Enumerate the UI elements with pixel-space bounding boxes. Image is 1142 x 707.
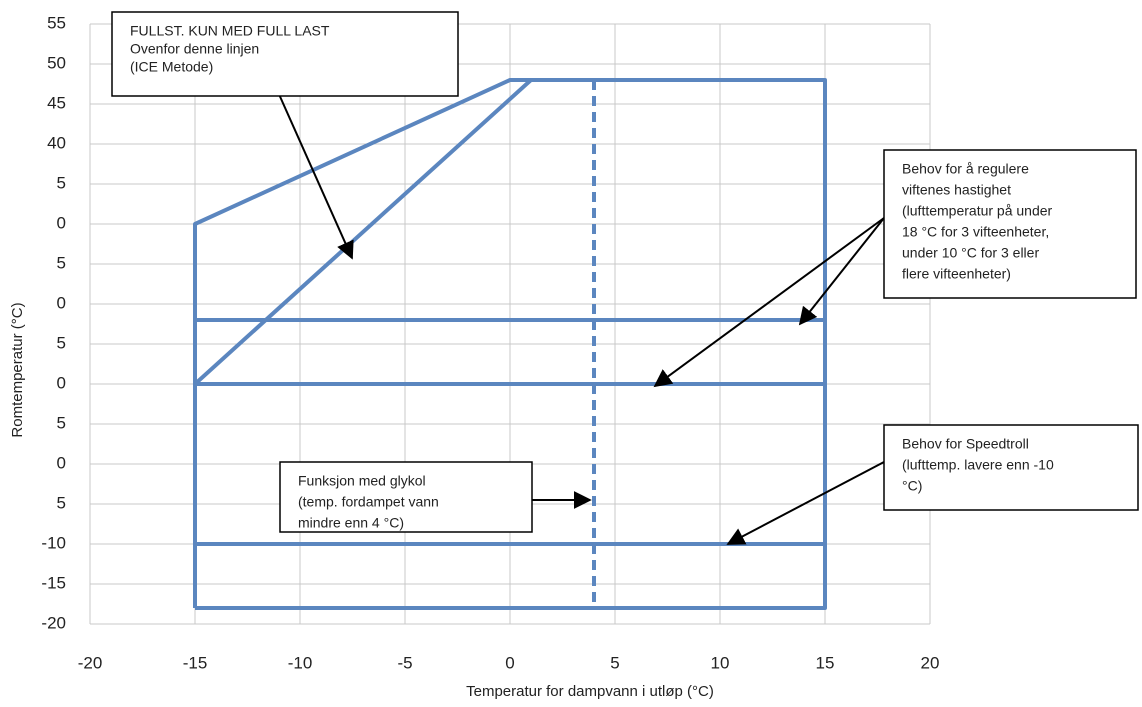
y-tick-label: 5	[57, 173, 66, 192]
x-tick-label: 5	[610, 653, 619, 672]
y-tick-label: 0	[57, 213, 66, 232]
annotation-box	[111, 11, 459, 97]
annotation-arrows	[277, 91, 885, 545]
annotation-text: Ovenfor denne linjen	[130, 41, 259, 57]
y-tick-label: 45	[47, 93, 66, 112]
annotation-text: Funksjon med glykol	[298, 473, 426, 489]
x-tick-label: -15	[183, 653, 208, 672]
y-tick-label: 55	[47, 13, 66, 32]
x-axis-label: Temperatur for dampvann i utløp (°C)	[466, 683, 714, 700]
y-tick-label: 0	[57, 293, 66, 312]
x-tick-label: -20	[78, 653, 103, 672]
annotation-text: (lufttemperatur på under	[902, 203, 1053, 219]
line	[193, 78, 533, 386]
annotation-text: Behov for Speedtroll	[902, 436, 1029, 452]
y-tick-label: 5	[57, 493, 66, 512]
annotation-text: Behov for å regulere	[902, 161, 1029, 177]
arrow	[277, 91, 354, 260]
y-tick-label: 40	[47, 133, 66, 152]
annotation-text: FULLST. KUN MED FULL LAST	[130, 23, 330, 39]
x-tick-label: -5	[397, 653, 412, 672]
annotation-text: under 10 °C for 3 eller	[902, 245, 1039, 261]
x-tick-label: 20	[921, 653, 940, 672]
y-tick-label: 5	[57, 333, 66, 352]
arrow	[726, 461, 885, 545]
y-tick-label: -20	[41, 613, 66, 632]
annotation-text: mindre enn 4 °C)	[298, 515, 404, 531]
y-tick-label: 5	[57, 253, 66, 272]
annotation-text: (lufttemp. lavere enn -10	[902, 457, 1054, 473]
y-tick-label: 0	[57, 453, 66, 472]
annotation-text: °C)	[902, 478, 922, 494]
annotation-text: viftenes hastighet	[902, 182, 1011, 198]
annotation-text: 18 °C for 3 vifteenheter,	[902, 224, 1049, 240]
line	[193, 78, 827, 610]
annotation-text: (ICE Metode)	[130, 59, 213, 75]
x-tick-label: 0	[505, 653, 514, 672]
annotation-text: flere vifteenheter)	[902, 266, 1011, 282]
grid	[89, 23, 931, 625]
y-tick-label: 5	[57, 413, 66, 432]
plot	[193, 78, 827, 610]
annotation-text: (temp. fordampet vann	[298, 494, 439, 510]
annotation-box	[883, 424, 1139, 511]
annotation-box	[279, 461, 533, 533]
annotations: FULLST. KUN MED FULL LAST Ovenfor denne l…	[111, 11, 1139, 533]
y-tick-label: -10	[41, 533, 66, 552]
y-tick-label: -15	[41, 573, 66, 592]
arrow	[798, 217, 885, 326]
y-tick-label: 0	[57, 373, 66, 392]
y-axis-label: Romtemperatur (°C)	[9, 302, 26, 437]
x-tick-label: 10	[711, 653, 730, 672]
x-tick-label: -10	[288, 653, 313, 672]
annotation-box	[883, 149, 1137, 299]
y-tick-label: 50	[47, 53, 66, 72]
x-tick-label: 15	[816, 653, 835, 672]
arrow	[653, 217, 885, 388]
